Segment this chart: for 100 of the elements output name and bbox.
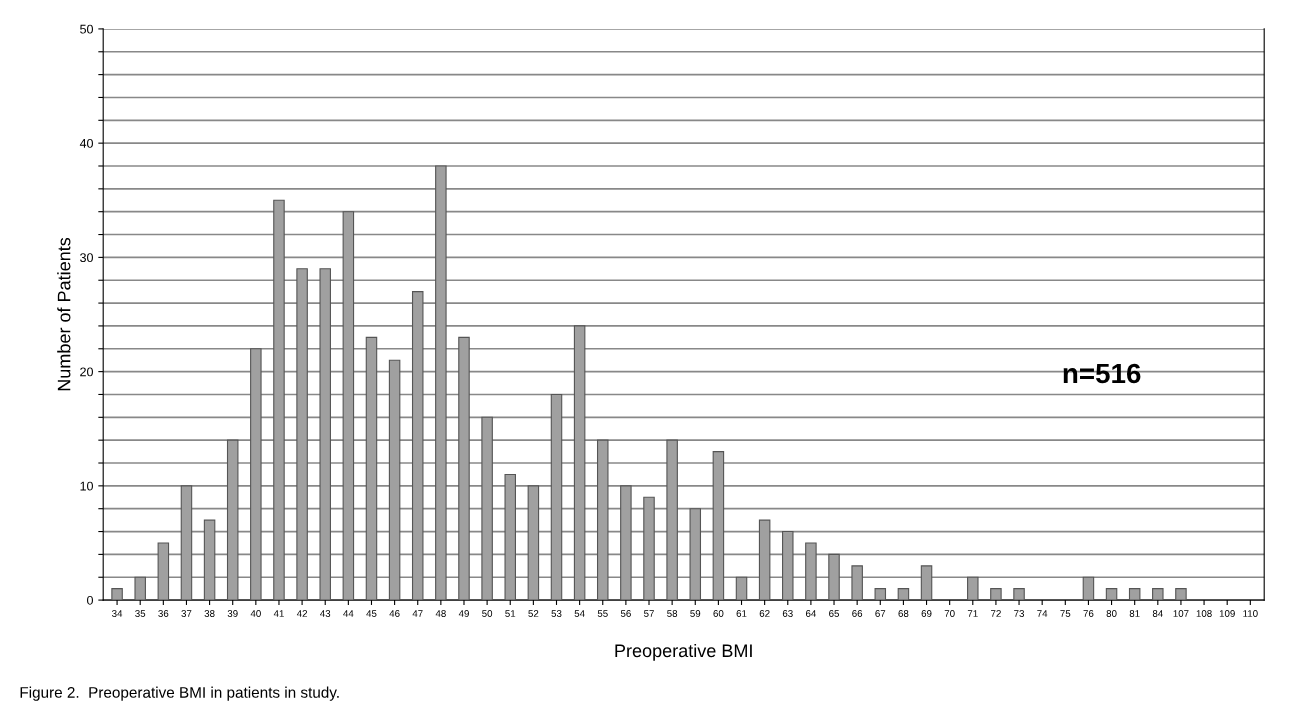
bar [296, 268, 308, 601]
bar [666, 439, 678, 601]
x-tick-label: 68 [898, 610, 909, 617]
bar [226, 439, 239, 601]
x-tick-label: 58 [667, 610, 678, 617]
bar [342, 211, 355, 601]
bar [735, 576, 748, 601]
bar [782, 530, 794, 601]
x-tick-label: 57 [643, 610, 654, 617]
bar [851, 565, 863, 601]
x-tick-label: 107 [1173, 610, 1189, 617]
bar [689, 508, 702, 601]
bar [1082, 576, 1095, 601]
x-tick-label: 50 [482, 610, 493, 617]
x-tick-label: 48 [435, 610, 446, 617]
x-tick-label: 75 [1060, 610, 1071, 617]
x-tick-label: 52 [528, 610, 539, 617]
x-tick-label: 60 [713, 610, 724, 617]
x-tick-label: 73 [1014, 610, 1025, 617]
bar [620, 485, 632, 601]
x-tick-label: 72 [991, 610, 1001, 617]
x-tick-label: 65 [829, 610, 840, 617]
bar [643, 496, 655, 601]
x-tick-label: 37 [181, 610, 192, 617]
bar [897, 588, 910, 601]
y-tick-label: 50 [80, 24, 93, 34]
bar [481, 416, 493, 601]
x-tick-label: 74 [1037, 610, 1048, 617]
x-tick-label: 61 [736, 610, 747, 617]
bar [828, 553, 840, 601]
x-tick-label: 109 [1219, 610, 1235, 617]
bar [1013, 588, 1025, 601]
x-tick-label: 49 [458, 610, 469, 617]
x-tick-label: 44 [343, 610, 354, 617]
x-tick-label: 64 [805, 610, 817, 617]
y-axis-title: Number of Patients [57, 237, 71, 391]
bar [435, 165, 447, 601]
bar [1105, 588, 1118, 601]
bar [874, 588, 887, 601]
bar [990, 588, 1002, 601]
bar [550, 393, 563, 601]
y-tick-label: 20 [80, 367, 93, 377]
bar [920, 565, 933, 601]
x-tick-label: 40 [250, 610, 261, 617]
x-tick-label: 63 [782, 610, 793, 617]
y-tick-label: 30 [80, 253, 93, 263]
x-tick-label: 71 [967, 610, 978, 617]
x-tick-label: 36 [158, 610, 169, 617]
bar [458, 336, 470, 601]
x-tick-label: 110 [1243, 610, 1258, 617]
y-tick-label: 0 [87, 595, 93, 605]
x-tick-label: 62 [759, 610, 770, 617]
bar [573, 325, 586, 601]
bar [596, 439, 609, 601]
x-tick-label: 67 [875, 610, 886, 617]
bar [365, 336, 378, 601]
x-axis-title: Preoperative BMI [615, 643, 752, 661]
bar [758, 519, 771, 601]
bar [319, 268, 331, 601]
y-tick-label: 40 [79, 138, 93, 148]
bar [805, 542, 817, 601]
caption: Figure 2. Preoperative BMI in patients in study. [20, 686, 339, 701]
x-tick-label: 46 [389, 610, 400, 617]
bar [111, 588, 123, 601]
x-tick-label: 54 [574, 610, 585, 617]
bar [250, 348, 262, 601]
bar [504, 473, 517, 601]
x-tick-label: 41 [273, 610, 284, 617]
x-tick-label: 53 [551, 610, 562, 617]
bar [273, 199, 285, 601]
x-tick-label: 70 [944, 610, 955, 617]
bar [967, 576, 979, 601]
x-tick-label: 51 [505, 610, 516, 617]
x-tick-label: 45 [366, 610, 377, 617]
x-tick-label: 108 [1196, 610, 1212, 617]
x-tick-label: 69 [921, 610, 932, 617]
bar [157, 542, 170, 601]
x-tick-label: 55 [597, 610, 608, 617]
x-tick-label: 42 [296, 610, 308, 617]
bar [411, 291, 424, 601]
y-tick-label: 10 [80, 481, 93, 491]
x-tick-label: 35 [135, 610, 146, 617]
x-tick-label: 59 [690, 610, 701, 617]
bar [1175, 588, 1187, 601]
x-tick-label: 76 [1083, 610, 1094, 617]
x-tick-label: 43 [320, 610, 331, 617]
x-tick-label: 66 [852, 610, 863, 617]
bar [1128, 588, 1141, 601]
bar [712, 451, 725, 601]
bar [134, 576, 146, 601]
annotation: n=516 [1063, 363, 1141, 384]
x-tick-label: 47 [412, 610, 423, 617]
x-tick-label: 81 [1129, 610, 1140, 617]
bar [1152, 588, 1164, 601]
bar [388, 359, 401, 601]
x-tick-label: 38 [204, 610, 215, 617]
bar [203, 519, 216, 601]
bar [180, 485, 193, 601]
x-tick-label: 39 [227, 610, 238, 617]
x-tick-label: 84 [1152, 610, 1163, 617]
